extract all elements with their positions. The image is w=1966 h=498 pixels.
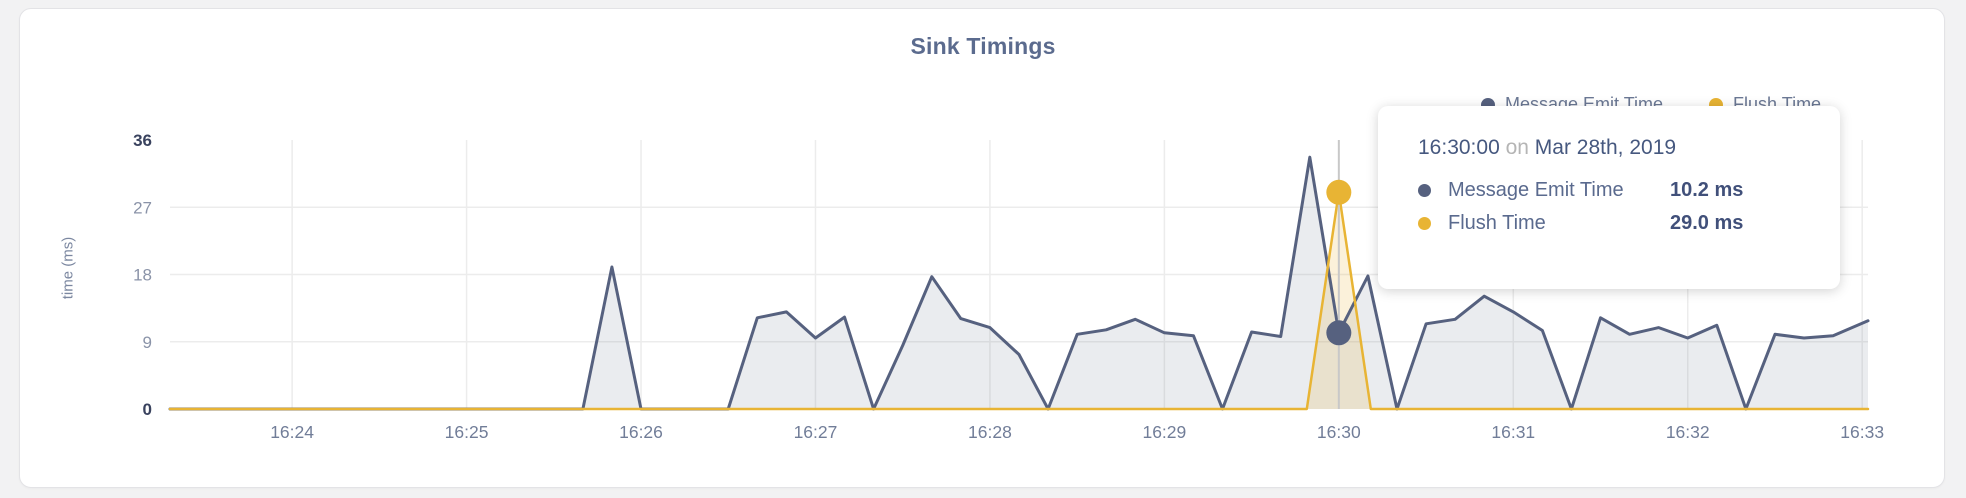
tooltip-series-name: Message Emit Time	[1448, 179, 1624, 201]
x-axis-tick: 16:31	[1491, 422, 1535, 442]
tooltip-series-value: 10.2 ms	[1670, 179, 1744, 201]
y-axis-tick: 9	[143, 333, 152, 352]
y-axis-tick: 36	[133, 131, 152, 150]
x-axis-tick: 16:26	[619, 422, 663, 442]
x-axis-tick: 16:25	[445, 422, 489, 442]
chart-title: Sink Timings	[910, 33, 1056, 59]
series-area-message-emit-time	[170, 157, 1868, 409]
x-axis-tick: 16:27	[794, 422, 838, 442]
x-axis-tick: 16:29	[1142, 422, 1186, 442]
series-dot-icon	[1418, 217, 1431, 230]
tooltip-date: Mar 28th, 2019	[1534, 136, 1677, 159]
tooltip-series-name: Flush Time	[1448, 212, 1546, 234]
tooltip-time: 16:30:00	[1418, 136, 1500, 159]
x-axis-tick: 16:32	[1666, 422, 1710, 442]
y-axis-tick: 27	[133, 198, 152, 217]
hover-point-flush-time	[1326, 179, 1352, 205]
x-axis-tick: 16:30	[1317, 422, 1361, 442]
hover-point-message-emit-time	[1326, 320, 1352, 346]
tooltip-row: Message Emit Time 10.2 ms	[1418, 174, 1816, 207]
y-axis-tick: 0	[143, 400, 152, 419]
hover-tooltip: 16:30:00 on Mar 28th, 2019 Message Emit …	[1378, 106, 1840, 289]
tooltip-connector: on	[1505, 136, 1529, 159]
tooltip-row: Flush Time 29.0 ms	[1418, 207, 1816, 240]
series-line-message-emit-time	[168, 155, 1870, 411]
series-dot-icon	[1418, 184, 1431, 197]
tooltip-header: 16:30:00 on Mar 28th, 2019	[1418, 136, 1816, 160]
y-axis-label: time (ms)	[59, 236, 77, 300]
x-axis-tick: 16:24	[270, 422, 314, 442]
x-axis-tick: 16:28	[968, 422, 1012, 442]
y-axis-tick: 18	[133, 266, 152, 285]
tooltip-series-value: 29.0 ms	[1670, 212, 1744, 234]
x-axis-tick: 16:33	[1840, 422, 1884, 442]
